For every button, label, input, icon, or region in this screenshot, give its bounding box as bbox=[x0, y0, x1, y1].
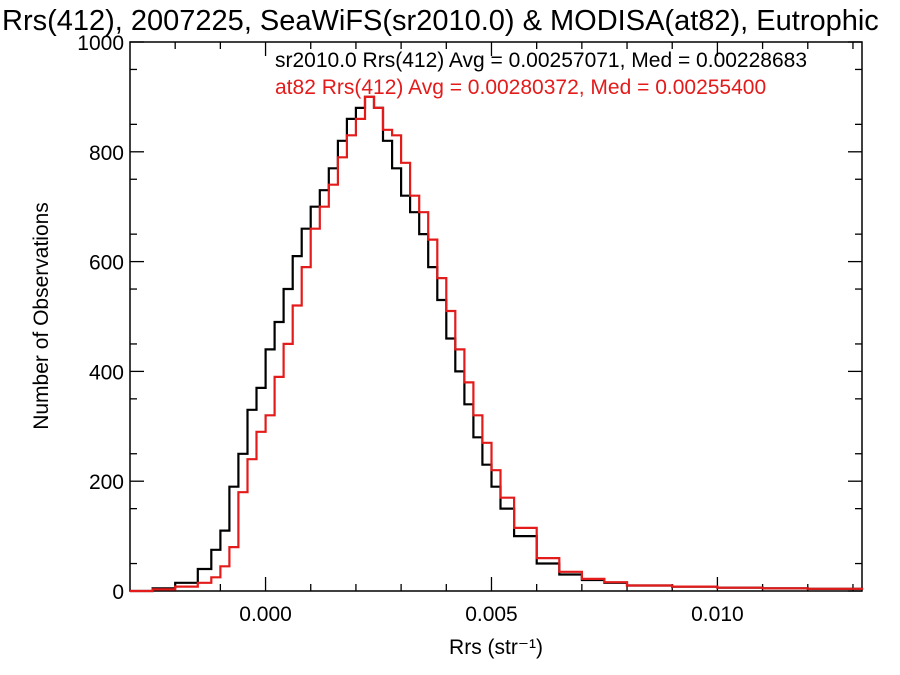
axis-ticks bbox=[130, 41, 862, 592]
y-tick-label: 600 bbox=[89, 252, 124, 275]
y-axis-label: Number of Observations bbox=[30, 202, 53, 430]
y-tick-label: 800 bbox=[89, 142, 124, 165]
y-tick-label: 1000 bbox=[77, 32, 124, 55]
plot-frame bbox=[129, 41, 863, 592]
series-layer bbox=[130, 95, 864, 593]
x-tick-label: 0.010 bbox=[691, 603, 744, 626]
y-tick-label: 400 bbox=[89, 361, 124, 384]
legend-annotation-at82: at82 Rrs(412) Avg = 0.00280372, Med = 0.… bbox=[275, 76, 766, 99]
legend-annotation-sr2010: sr2010.0 Rrs(412) Avg = 0.00257071, Med … bbox=[275, 49, 807, 72]
x-tick-label: 0.000 bbox=[239, 603, 292, 626]
x-axis-label: Rrs (str⁻¹) bbox=[449, 636, 543, 659]
series-line-sr2010-0 bbox=[130, 95, 864, 593]
y-tick-label: 0 bbox=[112, 581, 124, 604]
x-tick-label: 0.005 bbox=[465, 603, 518, 626]
series-line-at82 bbox=[130, 95, 864, 593]
y-tick-label: 200 bbox=[89, 471, 124, 494]
y-tick-labels: 0 200 400 600 800 1000 bbox=[77, 32, 124, 604]
chart-title: Rrs(412), 2007225, SeaWiFS(sr2010.0) & M… bbox=[2, 5, 879, 37]
x-tick-labels: 0.000 0.005 0.010 bbox=[239, 603, 743, 626]
